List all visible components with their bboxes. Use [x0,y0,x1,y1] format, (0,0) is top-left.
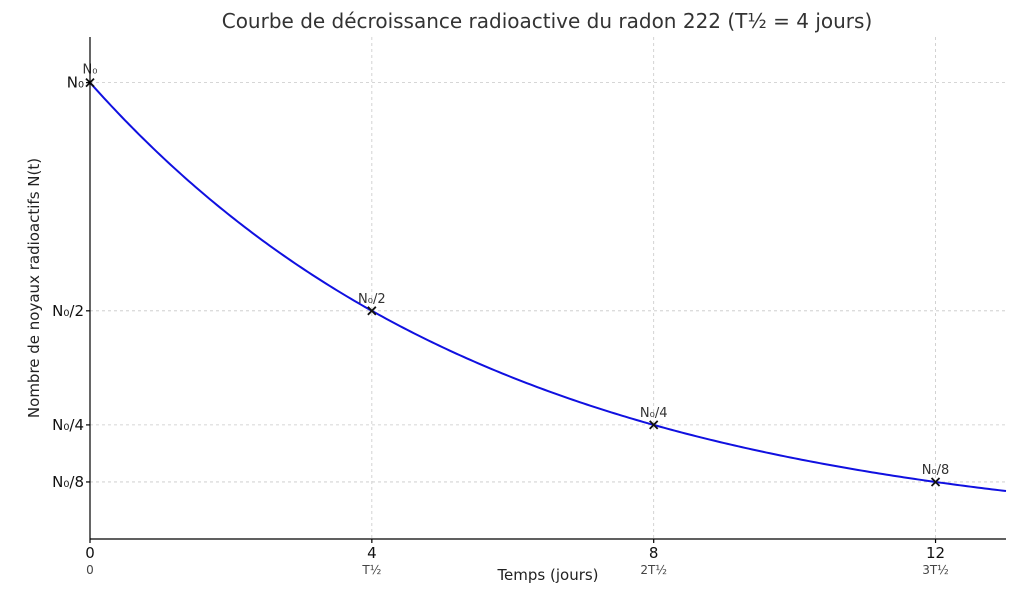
decay-curve-line [89,81,1007,493]
marked-point-3: N₀/8 [922,463,950,487]
x-axis-label: Temps (jours) [496,566,598,584]
y-tick-label-2: N₀/4 [52,416,84,434]
x-tick-sublabel-1: T½ [361,563,381,577]
y-tick-label-0: N₀ [67,74,84,92]
point-marker-1-b [367,306,377,316]
x-tick-sublabel-0: 0 [86,563,94,577]
x-tick-sublabel-3: 3T½ [922,563,949,577]
point-label-2: N₀/4 [640,406,668,421]
x-tick-label-0: 0 [85,544,95,562]
y-tick-labels: N₀ N₀/2 N₀/4 N₀/8 [52,74,90,491]
y-tick-label-1: N₀/2 [52,302,84,320]
marked-point-1: N₀/2 [358,292,386,316]
y-axis-label: Nombre de noyaux radioactifs N(t) [25,158,43,418]
point-marker-3-b [930,477,941,487]
x-tick-label-2: 8 [649,544,659,562]
point-label-1: N₀/2 [358,292,386,307]
x-tick-label-1: 4 [367,544,377,562]
y-tick-label-3: N₀/8 [52,473,84,491]
point-label-3: N₀/8 [922,463,950,478]
x-tick-label-3: 12 [926,544,945,562]
marked-point-2: N₀/4 [640,406,668,430]
grid-lines [90,37,1006,539]
x-tick-sublabel-2: 2T½ [640,563,667,577]
point-marker-2-b [649,420,659,430]
chart-title: Courbe de décroissance radioactive du ra… [222,9,873,33]
